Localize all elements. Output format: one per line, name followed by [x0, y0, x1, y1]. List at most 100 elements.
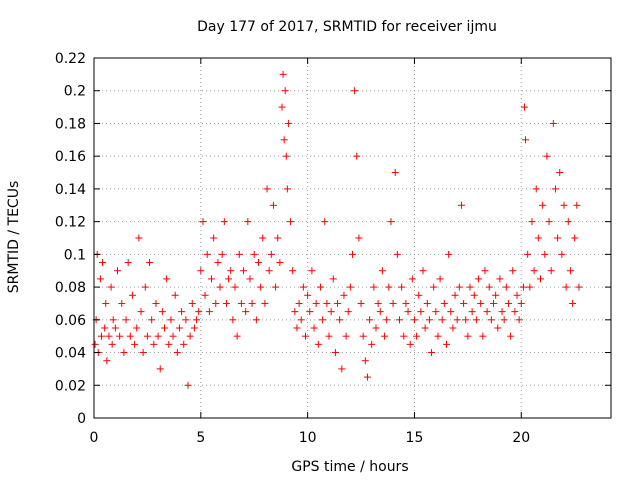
- data-point: [186, 332, 194, 340]
- data-point: [308, 267, 316, 275]
- data-point: [310, 324, 318, 332]
- data-point: [342, 332, 350, 340]
- data-point: [479, 332, 487, 340]
- data-point: [314, 340, 322, 348]
- data-point: [133, 324, 141, 332]
- data-point: [547, 267, 555, 275]
- data-point: [139, 349, 147, 357]
- data-point: [216, 283, 224, 291]
- data-point: [299, 283, 307, 291]
- data-point: [325, 332, 333, 340]
- data-point: [507, 332, 515, 340]
- data-point: [108, 340, 116, 348]
- data-point: [263, 185, 271, 193]
- data-point: [114, 267, 121, 275]
- data-point: [346, 283, 354, 291]
- data-point: [468, 308, 476, 316]
- data-point: [447, 308, 455, 316]
- data-point: [413, 332, 421, 340]
- data-point: [569, 299, 577, 307]
- data-point: [171, 291, 179, 299]
- data-point: [490, 299, 497, 307]
- data-point: [289, 267, 297, 275]
- data-point: [250, 250, 258, 258]
- data-point: [543, 152, 551, 160]
- data-point: [265, 267, 273, 275]
- data-point: [101, 324, 109, 332]
- data-point: [295, 299, 303, 307]
- data-point: [453, 316, 461, 324]
- data-point: [212, 299, 220, 307]
- data-point: [406, 340, 414, 348]
- data-point: [304, 291, 312, 299]
- x-tick-label: 0: [90, 430, 99, 446]
- data-point: [417, 308, 425, 316]
- data-point: [532, 185, 540, 193]
- data-point: [143, 332, 151, 340]
- data-point: [430, 283, 438, 291]
- data-point: [152, 299, 160, 307]
- data-point: [246, 275, 254, 283]
- data-point: [449, 324, 457, 332]
- data-point: [102, 299, 110, 307]
- data-point: [530, 267, 538, 275]
- data-point: [252, 316, 260, 324]
- data-point: [280, 136, 288, 144]
- data-point: [389, 299, 397, 307]
- data-point: [291, 308, 299, 316]
- data-point: [146, 259, 154, 267]
- axis-ticks: 0 0.02 0.04 0.06 0.08 0.1 0.12 0.14 0.16 0.18 0.2 0…: [55, 51, 611, 446]
- data-point: [539, 201, 547, 209]
- data-point: [351, 87, 359, 95]
- data-point: [573, 201, 581, 209]
- data-point: [541, 250, 549, 258]
- data-point: [156, 365, 164, 373]
- data-point: [524, 250, 532, 258]
- data-point: [269, 201, 277, 209]
- data-point: [537, 275, 544, 283]
- x-tick-label: 5: [196, 430, 205, 446]
- y-tick-label: 0.04: [55, 346, 86, 362]
- data-point: [120, 349, 128, 357]
- data-point: [556, 169, 564, 177]
- y-tick-label: 0.1: [64, 247, 86, 263]
- data-point: [331, 349, 339, 357]
- y-tick-label: 0.06: [55, 313, 86, 329]
- y-tick-label: 0.02: [55, 378, 86, 394]
- data-point: [520, 103, 528, 111]
- data-point: [398, 283, 406, 291]
- data-point: [109, 316, 117, 324]
- data-point: [227, 267, 235, 275]
- data-point: [111, 324, 119, 332]
- data-point: [276, 259, 284, 267]
- data-point: [197, 267, 205, 275]
- data-point: [522, 136, 530, 144]
- data-point: [455, 283, 463, 291]
- data-point: [161, 324, 168, 332]
- data-point: [472, 316, 480, 324]
- data-point: [220, 218, 228, 226]
- data-point: [519, 283, 527, 291]
- data-point: [218, 250, 226, 258]
- data-point: [517, 299, 525, 307]
- data-point: [283, 185, 291, 193]
- x-axis-label: GPS time / hours: [291, 459, 408, 475]
- y-tick-label: 0.22: [55, 51, 86, 67]
- data-point: [327, 308, 335, 316]
- data-point: [229, 316, 237, 324]
- data-point: [378, 267, 386, 275]
- data-point: [214, 259, 222, 267]
- data-point: [513, 291, 521, 299]
- data-point: [404, 308, 412, 316]
- data-point: [287, 218, 295, 226]
- grid-lines: [94, 58, 611, 418]
- data-point: [163, 275, 171, 283]
- data-point: [244, 218, 252, 226]
- data-point: [126, 332, 134, 340]
- data-point: [562, 283, 570, 291]
- data-point: [498, 308, 506, 316]
- data-point: [374, 299, 382, 307]
- plot-frame: [93, 57, 612, 419]
- data-point: [190, 324, 198, 332]
- data-point: [201, 291, 209, 299]
